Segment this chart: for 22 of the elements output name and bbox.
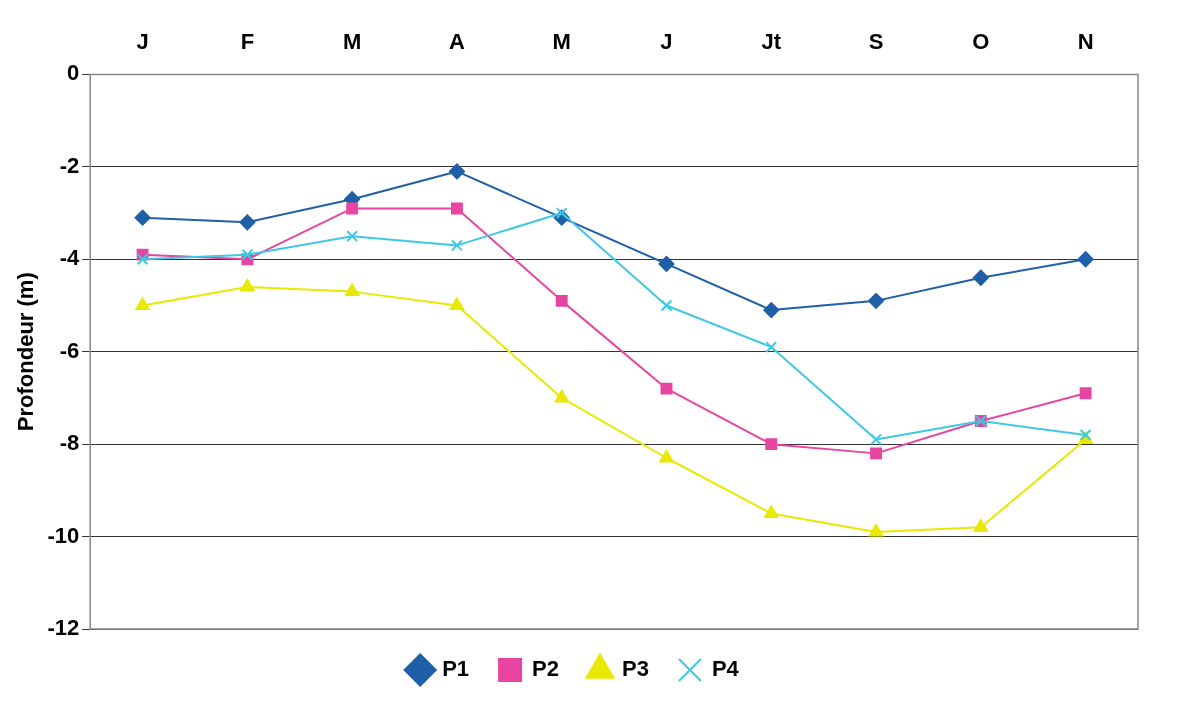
y-tick-label: -6 xyxy=(59,337,80,363)
legend-label: P4 xyxy=(711,656,740,682)
x-tick-label: A xyxy=(448,29,465,55)
y-axis-title: Profondeur (m) xyxy=(13,272,39,432)
legend-label: P1 xyxy=(442,656,470,682)
x-tick-label: F xyxy=(240,29,255,55)
x-tick-label: J xyxy=(136,29,149,55)
legend-label: P3 xyxy=(622,656,649,682)
y-tick-label: 0 xyxy=(66,60,80,86)
y-tick-label: -10 xyxy=(47,522,80,548)
y-tick-label: -2 xyxy=(59,152,80,178)
x-tick-label: J xyxy=(660,29,673,55)
x-tick-label: M xyxy=(552,29,571,55)
y-tick-label: -8 xyxy=(59,430,80,456)
y-tick-label: -4 xyxy=(59,245,80,271)
legend-label: P2 xyxy=(532,656,560,682)
x-tick-label: O xyxy=(972,29,990,55)
x-tick-label: N xyxy=(1077,29,1094,55)
x-tick-label: Jt xyxy=(761,29,782,55)
y-tick-label: -12 xyxy=(47,615,80,641)
x-tick-label: M xyxy=(342,29,362,55)
x-tick-label: S xyxy=(868,29,884,55)
